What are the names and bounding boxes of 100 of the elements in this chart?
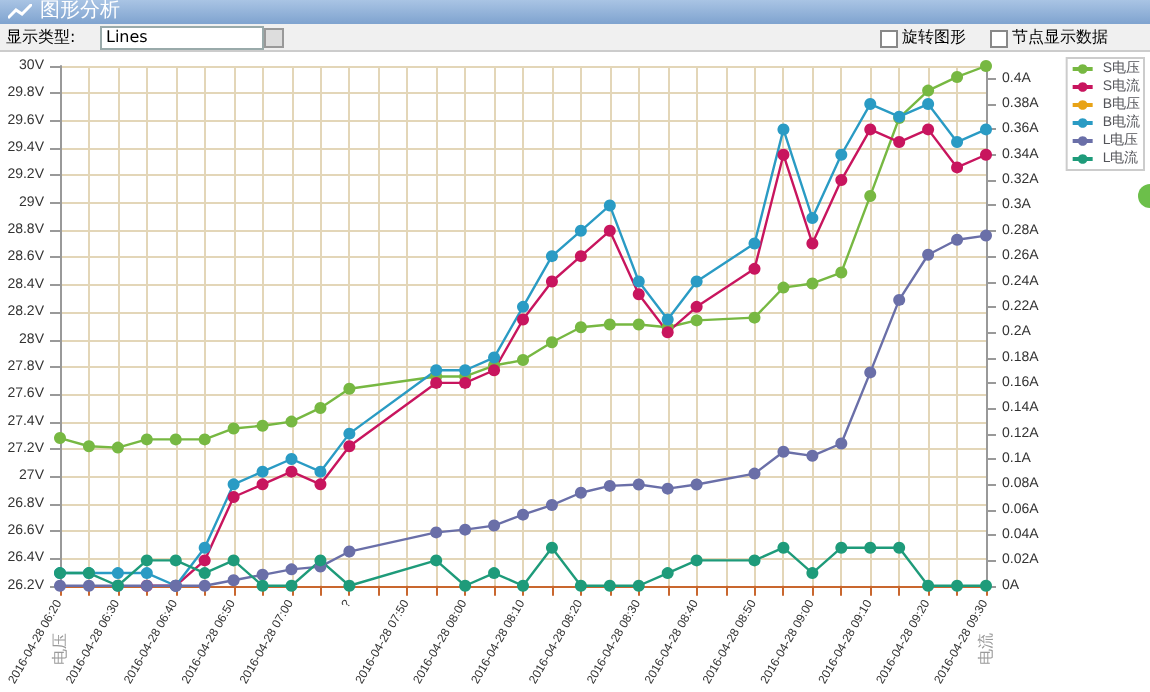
point — [835, 541, 848, 554]
point — [777, 445, 790, 458]
point — [661, 482, 674, 495]
point — [343, 427, 356, 440]
point — [864, 366, 877, 379]
point — [82, 440, 95, 453]
point — [748, 467, 761, 480]
point — [256, 478, 269, 491]
point — [603, 579, 616, 592]
point — [198, 554, 211, 567]
point — [545, 336, 558, 349]
point — [430, 554, 443, 567]
point — [748, 554, 761, 567]
point — [314, 554, 327, 567]
point — [198, 579, 211, 592]
point — [893, 136, 906, 149]
point — [285, 415, 298, 428]
point — [806, 277, 819, 290]
point — [459, 523, 472, 536]
point — [603, 318, 616, 331]
point — [198, 541, 211, 554]
point — [227, 491, 240, 504]
point — [980, 579, 992, 592]
point — [690, 275, 703, 288]
point — [661, 326, 674, 339]
point — [951, 70, 964, 83]
y-axis-title: 电压 — [51, 633, 69, 666]
point — [574, 579, 587, 592]
text: 显示类型: — [6, 26, 76, 48]
point — [198, 567, 211, 580]
text: 旋转图形 — [902, 26, 966, 48]
point — [545, 275, 558, 288]
point — [545, 250, 558, 263]
point — [835, 266, 848, 279]
point — [111, 441, 124, 454]
point — [661, 313, 674, 326]
point — [459, 579, 472, 592]
point — [111, 567, 124, 580]
point — [517, 300, 529, 313]
point — [806, 567, 819, 580]
point — [690, 314, 703, 327]
point — [227, 574, 240, 587]
point — [459, 364, 472, 377]
point — [922, 123, 935, 136]
text: Lines — [106, 26, 148, 48]
point — [343, 579, 356, 592]
point — [430, 526, 443, 539]
point — [864, 541, 877, 554]
point — [459, 376, 472, 389]
point — [169, 554, 182, 567]
point — [893, 293, 906, 306]
point — [603, 224, 616, 237]
point — [806, 449, 819, 462]
point — [430, 376, 443, 389]
point — [169, 433, 182, 446]
point — [748, 262, 761, 275]
point — [285, 465, 298, 478]
point — [256, 465, 269, 478]
point — [835, 148, 848, 161]
point — [285, 563, 298, 576]
point — [806, 212, 819, 225]
point — [227, 422, 240, 435]
point — [922, 98, 935, 111]
point — [256, 579, 269, 592]
point — [748, 237, 761, 250]
point — [980, 148, 992, 161]
point — [256, 419, 269, 432]
point — [140, 433, 153, 446]
point — [314, 401, 327, 414]
point — [517, 354, 529, 367]
point — [951, 161, 964, 174]
point — [140, 554, 153, 567]
point — [922, 579, 935, 592]
point — [285, 452, 298, 465]
point — [777, 541, 790, 554]
point — [574, 250, 587, 263]
point — [545, 541, 558, 554]
point — [835, 437, 848, 450]
point — [285, 579, 298, 592]
point — [517, 579, 529, 592]
point — [430, 364, 443, 377]
point — [632, 275, 645, 288]
point — [632, 288, 645, 301]
point — [980, 123, 992, 136]
chart-title: 图形分析 — [40, 0, 120, 24]
point — [545, 499, 558, 512]
point — [632, 478, 645, 491]
point — [82, 579, 95, 592]
point — [690, 300, 703, 313]
point — [951, 233, 964, 246]
point — [980, 229, 992, 242]
point — [835, 174, 848, 187]
point — [488, 519, 501, 532]
point — [951, 579, 964, 592]
point — [748, 311, 761, 324]
point — [488, 351, 501, 364]
point — [690, 478, 703, 491]
point — [980, 60, 992, 72]
point — [343, 440, 356, 453]
point — [574, 486, 587, 499]
